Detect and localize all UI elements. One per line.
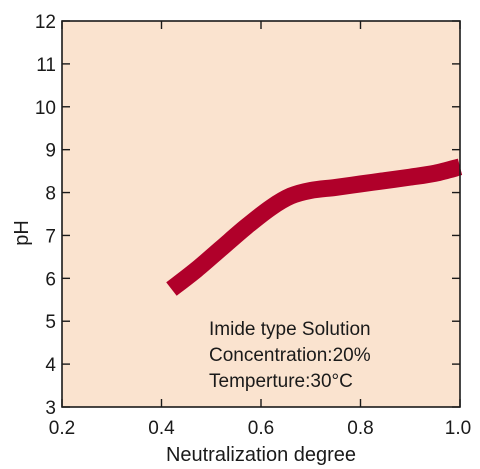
y-tick-label: 12 xyxy=(35,12,56,33)
y-tick-label: 5 xyxy=(45,312,56,333)
y-tick-label: 11 xyxy=(36,55,56,76)
annotation-line-3: Temperture:30°C xyxy=(209,371,353,392)
y-axis-title: pH xyxy=(11,220,33,246)
x-tick-label: 0.4 xyxy=(148,418,175,439)
x-tick-label: 1.0 xyxy=(445,418,471,439)
y-tick-label: 7 xyxy=(45,226,56,247)
y-tick-label: 10 xyxy=(35,98,56,119)
annotation-line-1: Imide type Solution xyxy=(209,319,371,340)
y-tick-label: 6 xyxy=(45,269,56,290)
plot-frame xyxy=(61,20,461,408)
x-axis-title: Neutralization degree xyxy=(166,444,356,466)
annotation-line-2: Concentration:20% xyxy=(209,345,371,366)
x-tick-label: 0.8 xyxy=(347,418,373,439)
y-tick-label: 3 xyxy=(45,398,56,419)
x-tick-label: 0.6 xyxy=(248,418,274,439)
x-axis-ticks: 0.2 0.4 0.6 0.8 1.0 xyxy=(49,21,471,439)
y-tick-label: 9 xyxy=(45,141,56,162)
y-tick-label: 4 xyxy=(45,355,56,376)
x-tick-label: 0.2 xyxy=(49,418,75,439)
y-tick-label: 8 xyxy=(45,184,56,205)
series-line-ph-curve xyxy=(166,158,463,296)
